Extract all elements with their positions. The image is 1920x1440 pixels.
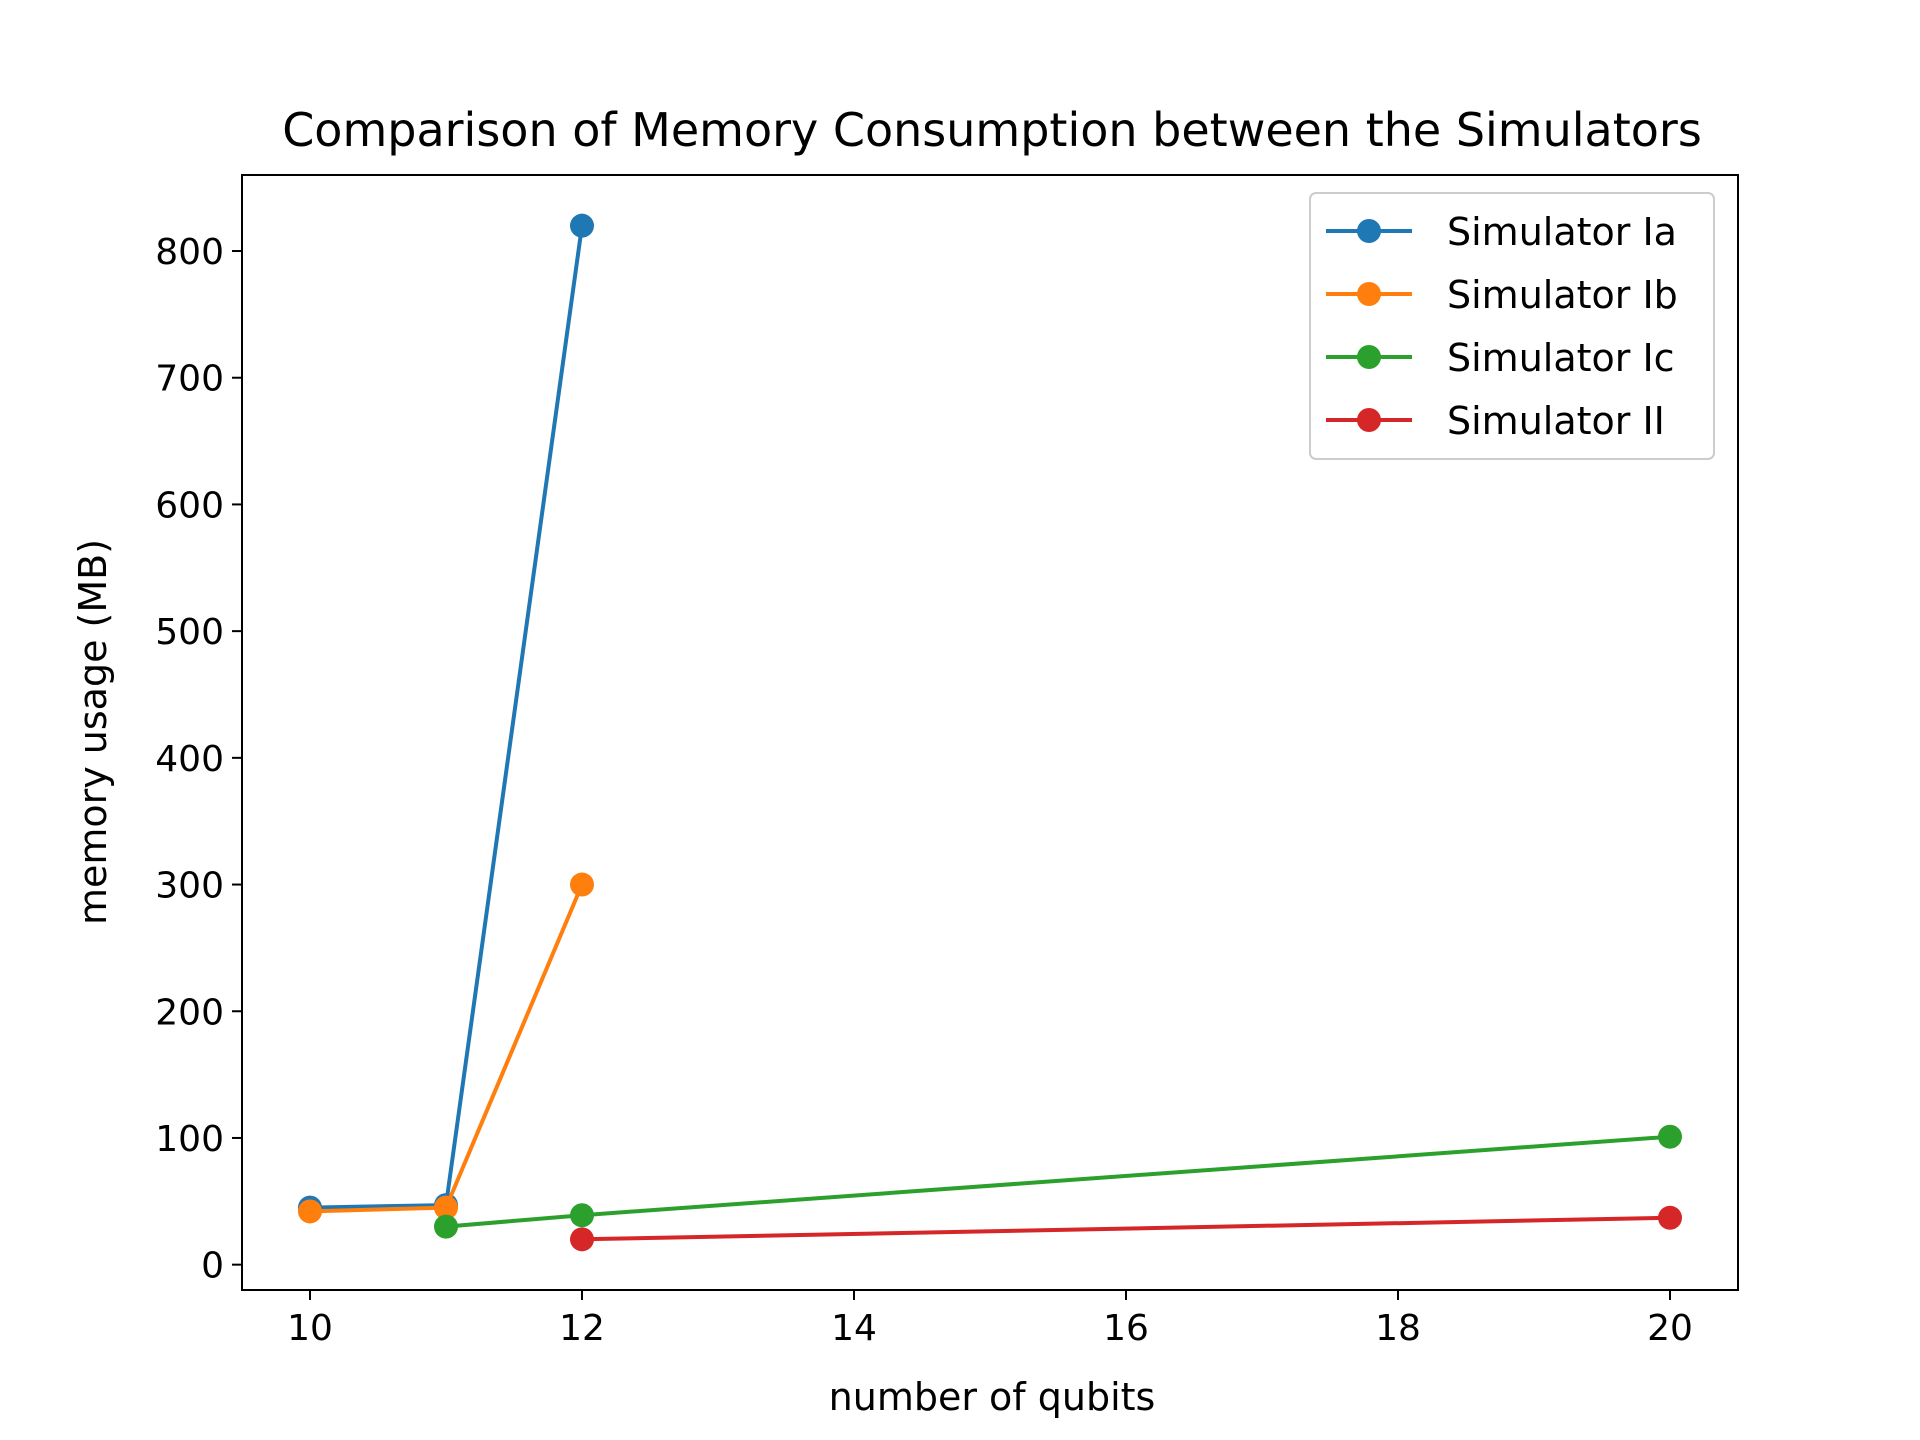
legend-marker <box>1357 408 1381 432</box>
y-tick-label: 400 <box>155 739 224 780</box>
legend-marker <box>1357 282 1381 306</box>
data-point <box>570 872 594 897</box>
x-tick-label: 18 <box>1375 1308 1421 1349</box>
series-line-4 <box>581 1215 1671 1242</box>
legend-label: Simulator Ib <box>1447 273 1678 317</box>
legend-label: Simulator Ic <box>1447 336 1675 380</box>
x-tick-label: 10 <box>287 1308 333 1349</box>
data-point <box>570 1203 594 1228</box>
series-line-1 <box>309 225 584 1210</box>
legend-label: Simulator Ia <box>1447 210 1677 254</box>
y-tick-label: 600 <box>155 485 224 526</box>
y-tick-label: 700 <box>155 359 224 400</box>
x-tick-label: 20 <box>1647 1308 1693 1349</box>
data-point <box>570 1227 594 1252</box>
y-tick-label: 0 <box>201 1246 224 1287</box>
x-tick-label: 16 <box>1103 1308 1149 1349</box>
x-axis-label: number of qubits <box>829 1375 1156 1419</box>
chart-title: Comparison of Memory Consumption between… <box>282 103 1702 157</box>
legend: Simulator Ia Simulator Ib Simulator Ic Simu… <box>1309 192 1715 460</box>
series-line-3 <box>445 1134 1671 1229</box>
y-tick-label: 800 <box>155 232 224 273</box>
data-point <box>434 1214 458 1239</box>
data-point <box>570 213 594 238</box>
y-axis-label: memory usage (MB) <box>71 539 115 925</box>
x-tick-label: 12 <box>559 1308 605 1349</box>
data-point <box>1658 1205 1682 1230</box>
y-tick-label: 200 <box>155 992 224 1033</box>
y-tick-label: 500 <box>155 612 224 653</box>
legend-marker <box>1357 219 1381 243</box>
legend-marker <box>1357 345 1381 369</box>
x-tick-label: 14 <box>831 1308 877 1349</box>
series-line-2 <box>309 883 584 1214</box>
data-point <box>1658 1124 1682 1149</box>
legend-label: Simulator II <box>1447 399 1665 443</box>
y-tick-label: 300 <box>155 866 224 907</box>
y-tick-label: 100 <box>155 1119 224 1160</box>
legend-box <box>1309 192 1715 460</box>
data-point <box>434 1195 458 1220</box>
data-point <box>298 1199 322 1224</box>
plot-frame <box>241 174 1739 1291</box>
